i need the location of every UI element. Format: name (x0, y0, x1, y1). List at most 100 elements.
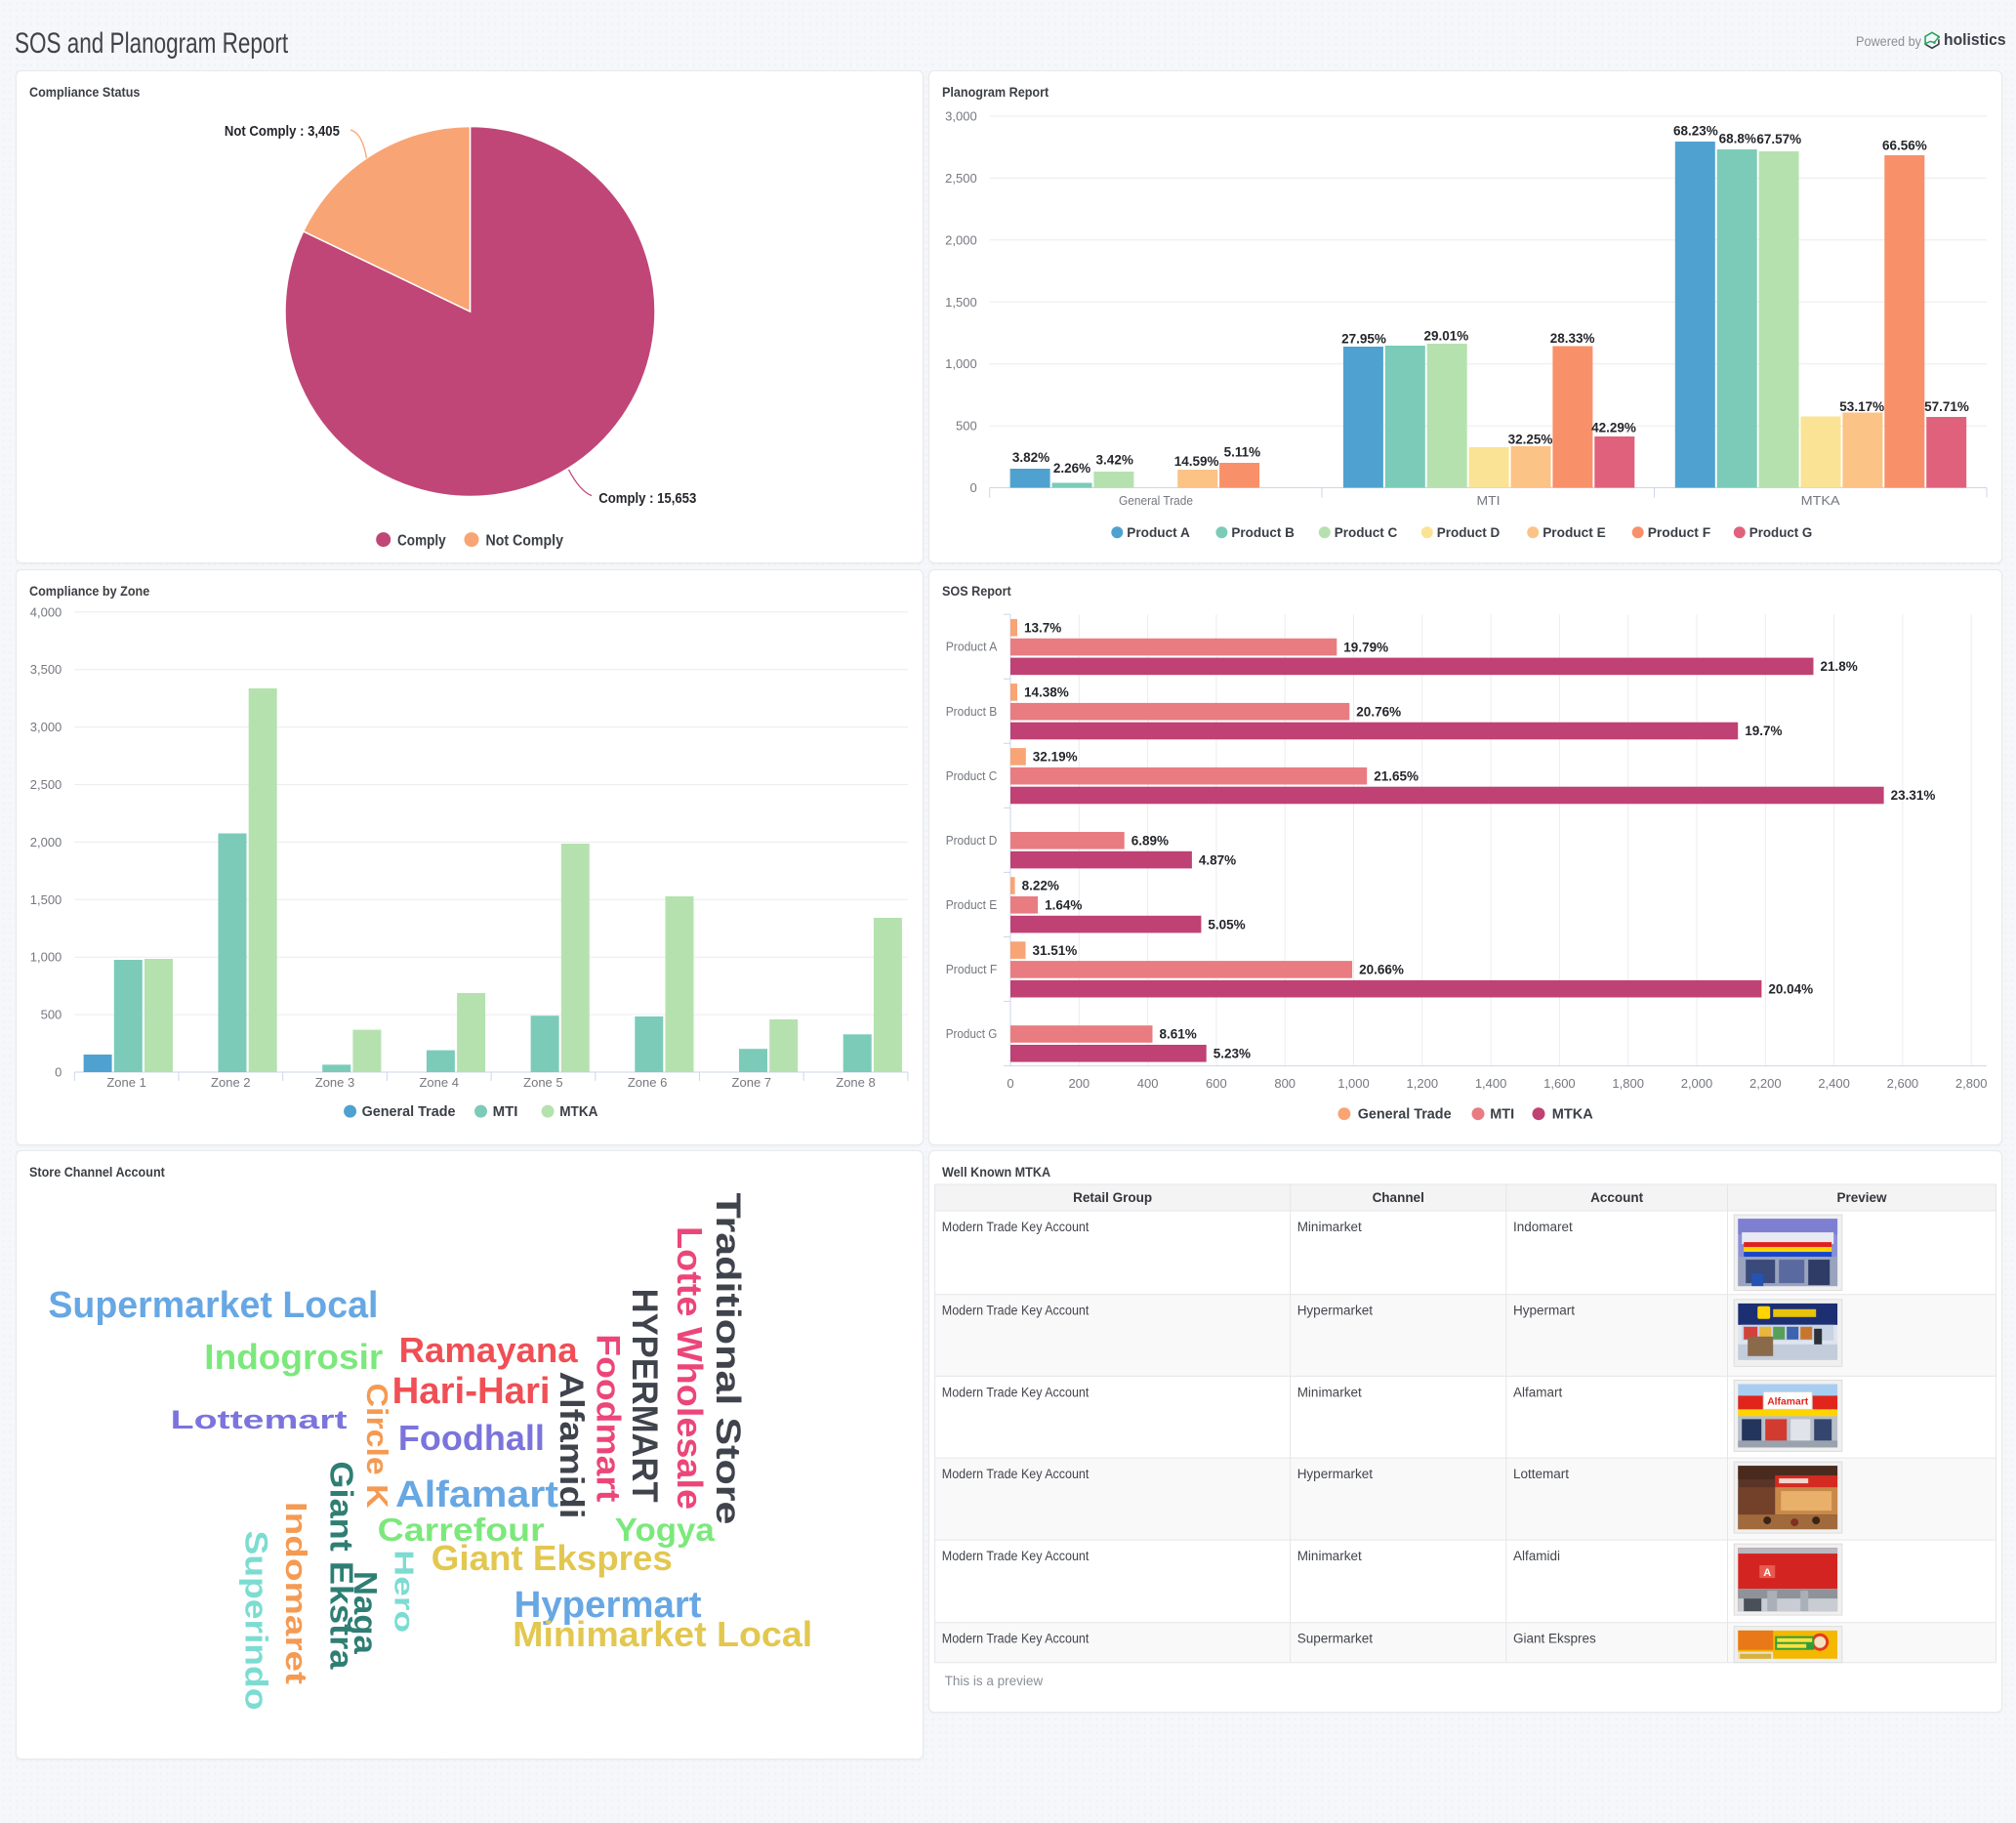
svg-text:Modern Trade Key Account: Modern Trade Key Account (942, 1549, 1090, 1563)
svg-text:2,000: 2,000 (945, 232, 977, 247)
svg-text:Alfamidi: Alfamidi (553, 1372, 590, 1519)
svg-text:Product E: Product E (1543, 524, 1606, 540)
svg-text:66.56%: 66.56% (1882, 139, 1927, 153)
svg-text:2,200: 2,200 (1749, 1076, 1782, 1091)
svg-text:32.19%: 32.19% (1033, 750, 1078, 765)
svg-text:Preview: Preview (1836, 1190, 1887, 1205)
svg-text:Alfamart: Alfamart (1513, 1385, 1563, 1399)
svg-text:Product E: Product E (946, 897, 998, 912)
svg-text:1.64%: 1.64% (1045, 898, 1082, 913)
svg-text:0: 0 (969, 480, 976, 495)
svg-text:4,000: 4,000 (30, 604, 62, 619)
svg-text:21.8%: 21.8% (1821, 659, 1858, 674)
svg-text:MTKA: MTKA (1801, 493, 1840, 508)
svg-text:Product D: Product D (946, 833, 998, 848)
svg-text:3.42%: 3.42% (1096, 453, 1133, 468)
svg-text:General Trade: General Trade (1358, 1107, 1452, 1123)
svg-text:MTI: MTI (493, 1104, 518, 1120)
svg-text:General Trade: General Trade (362, 1104, 456, 1120)
svg-text:Yogya: Yogya (615, 1512, 716, 1548)
svg-text:1,000: 1,000 (1337, 1076, 1370, 1091)
svg-text:Zone 5: Zone 5 (523, 1075, 562, 1090)
svg-text:3,500: 3,500 (30, 662, 62, 677)
svg-text:MTKA: MTKA (559, 1104, 598, 1120)
svg-text:MTI: MTI (1490, 1107, 1514, 1123)
svg-text:5.11%: 5.11% (1224, 444, 1261, 459)
svg-text:3,000: 3,000 (30, 720, 62, 734)
svg-text:Product A: Product A (946, 640, 998, 654)
svg-text:HYPERMART: HYPERMART (625, 1289, 665, 1503)
svg-text:14.59%: 14.59% (1174, 454, 1219, 469)
svg-text:Modern Trade Key Account: Modern Trade Key Account (942, 1304, 1090, 1318)
svg-text:MTI: MTI (1477, 493, 1501, 508)
svg-text:2,000: 2,000 (1681, 1076, 1713, 1091)
svg-text:8.61%: 8.61% (1160, 1027, 1197, 1042)
svg-text:Hari-Hari: Hari-Hari (392, 1371, 551, 1412)
svg-text:32.25%: 32.25% (1508, 433, 1553, 447)
svg-text:68.23%: 68.23% (1673, 123, 1718, 138)
svg-text:2,500: 2,500 (945, 171, 977, 186)
svg-text:1,500: 1,500 (30, 892, 62, 907)
svg-text:6.89%: 6.89% (1131, 834, 1169, 849)
svg-text:Lotte Wholesale: Lotte Wholesale (670, 1226, 710, 1510)
svg-text:5.05%: 5.05% (1208, 917, 1245, 932)
svg-text:20.04%: 20.04% (1768, 981, 1813, 996)
svg-text:2,400: 2,400 (1818, 1076, 1850, 1091)
svg-text:Modern Trade Key Account: Modern Trade Key Account (942, 1385, 1090, 1399)
svg-text:Modern Trade Key Account: Modern Trade Key Account (942, 1467, 1090, 1481)
svg-text:53.17%: 53.17% (1839, 399, 1884, 414)
svg-text:Modern Trade Key Account: Modern Trade Key Account (942, 1632, 1090, 1646)
svg-text:Hypermart: Hypermart (1513, 1304, 1575, 1318)
svg-text:Supermarket: Supermarket (1297, 1632, 1374, 1646)
svg-text:Product A: Product A (1127, 524, 1190, 540)
svg-text:Zone 2: Zone 2 (211, 1075, 250, 1090)
svg-text:Hypermarket: Hypermarket (1297, 1304, 1374, 1318)
svg-text:1,800: 1,800 (1612, 1076, 1644, 1091)
svg-text:Minimarket Local: Minimarket Local (513, 1614, 812, 1654)
svg-text:Alfamart: Alfamart (395, 1474, 558, 1515)
svg-text:Zone 3: Zone 3 (315, 1075, 354, 1090)
svg-text:Zone 6: Zone 6 (628, 1075, 667, 1090)
svg-text:Product G: Product G (946, 1026, 998, 1041)
svg-text:42.29%: 42.29% (1591, 421, 1636, 435)
svg-text:A: A (1763, 1567, 1771, 1579)
svg-text:19.7%: 19.7% (1745, 724, 1782, 738)
svg-text:500: 500 (41, 1008, 62, 1022)
svg-text:Product C: Product C (1335, 524, 1398, 540)
svg-text:Ramayana: Ramayana (399, 1330, 579, 1370)
svg-text:Account: Account (1590, 1190, 1644, 1205)
svg-text:Zone 1: Zone 1 (106, 1075, 145, 1090)
svg-text:Minimarket: Minimarket (1297, 1220, 1362, 1234)
svg-text:Minimarket: Minimarket (1297, 1385, 1362, 1399)
svg-text:28.33%: 28.33% (1550, 331, 1595, 346)
svg-text:Comply : 15,653: Comply : 15,653 (598, 491, 696, 507)
svg-text:500: 500 (956, 419, 977, 434)
svg-text:Naga: Naga (348, 1571, 384, 1655)
svg-text:1,200: 1,200 (1407, 1076, 1439, 1091)
svg-text:2,500: 2,500 (30, 777, 62, 792)
svg-text:Foodmart: Foodmart (589, 1334, 626, 1502)
svg-text:Modern Trade Key Account: Modern Trade Key Account (942, 1220, 1090, 1234)
svg-text:1,400: 1,400 (1475, 1076, 1507, 1091)
svg-text:Foodhall: Foodhall (398, 1418, 545, 1458)
svg-text:Product B: Product B (946, 704, 998, 719)
svg-text:200: 200 (1068, 1076, 1090, 1091)
svg-text:14.38%: 14.38% (1024, 685, 1069, 700)
svg-text:2,000: 2,000 (30, 835, 62, 849)
svg-text:600: 600 (1206, 1076, 1227, 1091)
svg-text:5.23%: 5.23% (1214, 1047, 1251, 1061)
svg-text:Zone 8: Zone 8 (836, 1075, 875, 1090)
svg-text:2,800: 2,800 (1955, 1076, 1988, 1091)
svg-text:Retail Group: Retail Group (1073, 1190, 1152, 1205)
svg-text:This is a preview: This is a preview (945, 1674, 1044, 1688)
svg-text:20.66%: 20.66% (1359, 963, 1404, 977)
svg-text:Product C: Product C (946, 768, 998, 783)
svg-text:Traditional Store: Traditional Store (709, 1193, 747, 1525)
svg-text:57.71%: 57.71% (1924, 399, 1969, 414)
svg-text:1,000: 1,000 (945, 356, 977, 371)
svg-text:Giant Ekspres: Giant Ekspres (1513, 1632, 1596, 1646)
svg-text:Product F: Product F (946, 962, 998, 976)
svg-text:Product B: Product B (1231, 524, 1295, 540)
svg-text:Zone 7: Zone 7 (732, 1075, 771, 1090)
svg-text:27.95%: 27.95% (1341, 331, 1386, 346)
